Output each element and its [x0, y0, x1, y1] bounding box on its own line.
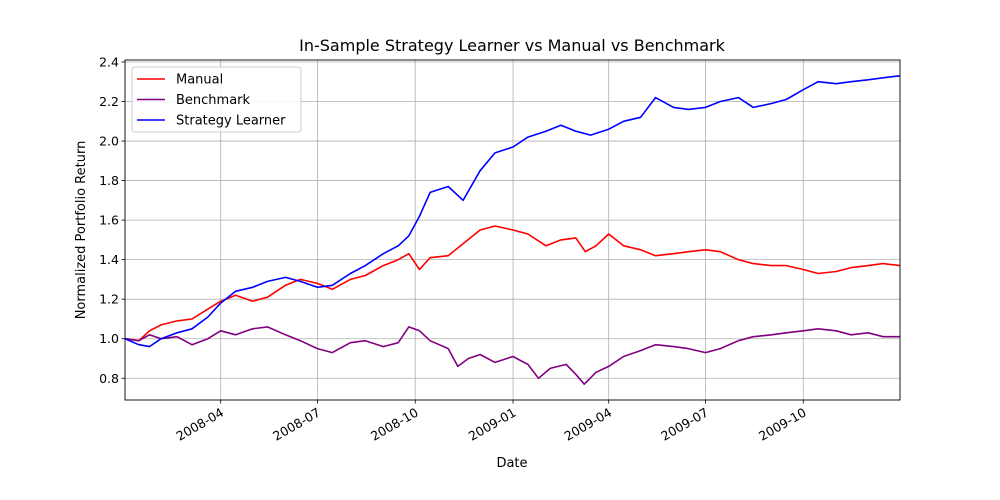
y-tick-label: 1.8	[99, 173, 119, 188]
series-line-benchmark	[124, 326, 900, 386]
legend-label: Strategy Learner	[176, 114, 286, 129]
y-tick-label: 1.4	[99, 252, 119, 267]
y-axis: 0.8 1.0 1.2 1.4 1.6 1.8 2.0 2.2 2.4	[99, 54, 125, 386]
y-tick-label: 1.6	[99, 213, 119, 228]
x-axis-label: Date	[496, 456, 527, 471]
y-tick-label: 2.2	[99, 94, 119, 109]
legend: Manual Benchmark Strategy Learner	[131, 66, 302, 133]
legend-box	[131, 66, 302, 133]
chart-title: In-Sample Strategy Learner vs Manual vs …	[299, 36, 725, 55]
y-tick-label: 2.0	[99, 134, 119, 149]
series-line-manual	[124, 225, 901, 342]
y-axis-label: Normalized Portfolio Return	[74, 141, 89, 320]
series-line-strategy-learner	[124, 75, 901, 348]
y-tick-label: 0.8	[99, 371, 119, 386]
y-tick-label: 2.4	[99, 54, 119, 69]
grid-lines	[125, 60, 900, 400]
y-tick-label: 1.0	[99, 331, 119, 346]
legend-label: Manual	[176, 73, 223, 88]
plot-frame	[124, 59, 901, 401]
legend-label: Benchmark	[176, 93, 251, 108]
y-tick-label: 1.2	[99, 292, 119, 307]
series-lines	[124, 75, 901, 386]
